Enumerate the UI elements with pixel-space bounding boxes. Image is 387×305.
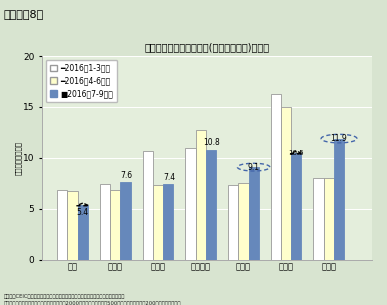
Text: 9.1: 9.1	[248, 163, 260, 172]
Text: 10.5: 10.5	[289, 150, 304, 156]
Bar	[120, 182, 130, 260]
Bar	[195, 131, 206, 260]
Bar	[142, 151, 153, 260]
Y-axis label: （前年同期比％）: （前年同期比％）	[15, 141, 22, 175]
Bar	[78, 205, 88, 260]
Bar	[206, 150, 216, 260]
Text: （注）限額以上企業とは、本業の年間売上高2000万元以上の卸売業、500万元以上の小売業、200万元以上の飲食業: （注）限額以上企業とは、本業の年間売上高2000万元以上の卸売業、500万元以上…	[4, 301, 182, 305]
Bar	[100, 185, 110, 260]
Text: （資料）CEIC（出所は中国国家統計局）のデータを元にニッセイ基礎研究所で推定: （資料）CEIC（出所は中国国家統計局）のデータを元にニッセイ基礎研究所で推定	[4, 294, 125, 299]
Bar	[163, 185, 173, 260]
Text: 7.6: 7.6	[120, 171, 132, 180]
Text: 11.9: 11.9	[330, 134, 348, 143]
Bar	[228, 185, 238, 260]
Text: 10.8: 10.8	[204, 138, 220, 147]
Bar	[334, 138, 344, 260]
Text: 5.4: 5.4	[77, 208, 89, 217]
Bar	[153, 185, 163, 260]
Bar	[324, 178, 334, 260]
Bar	[185, 148, 195, 260]
Bar	[67, 191, 78, 260]
Bar	[313, 178, 324, 260]
Bar	[271, 94, 281, 260]
Bar	[57, 190, 67, 260]
Bar	[281, 107, 291, 260]
Text: 7.4: 7.4	[163, 173, 175, 182]
Bar	[238, 183, 248, 260]
Legend: ━2016年1-3月期, ━2016年4-6月期, ■2016年7-9月期: ━2016年1-3月期, ━2016年4-6月期, ■2016年7-9月期	[46, 60, 117, 102]
Bar	[291, 153, 301, 260]
Text: （図表－8）: （図表－8）	[4, 9, 44, 19]
Title: 業種別に見た小売売上高(限額以上企業)の動き: 業種別に見た小売売上高(限額以上企業)の動き	[144, 42, 270, 52]
Bar	[110, 190, 120, 260]
Bar	[248, 167, 259, 260]
